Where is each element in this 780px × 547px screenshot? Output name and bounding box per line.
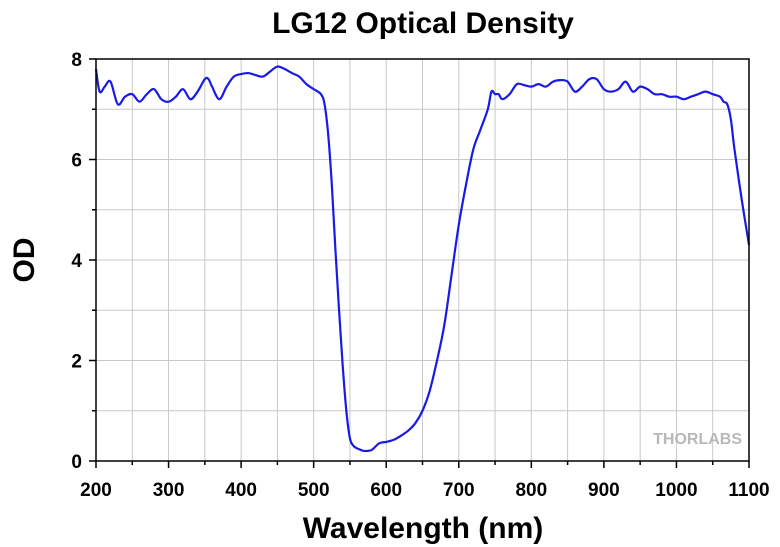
grid: [95, 58, 750, 462]
thorlabs-watermark: THORLABS: [653, 431, 742, 448]
series-line: [94, 65, 751, 453]
y-tick-label: 4: [71, 251, 82, 272]
x-tick-label: 500: [298, 480, 330, 501]
chart-title: LG12 Optical Density: [272, 7, 574, 40]
x-tick-label: 700: [443, 480, 475, 501]
x-axis-label: Wavelength (nm): [303, 512, 544, 545]
plot-frame: [95, 58, 750, 462]
x-tick-label: 900: [588, 480, 620, 501]
x-tick-label: 600: [370, 480, 402, 501]
axis-ticks: [89, 58, 750, 468]
x-tick-label: 300: [153, 480, 185, 501]
x-tick-label: 800: [515, 480, 547, 501]
y-tick-label: 2: [71, 352, 82, 373]
y-tick-label: 0: [71, 452, 82, 473]
tick-labels: 200 300 400 500 600 700 800 900 1000 1100 0 2 4 6 8: [71, 50, 769, 501]
y-tick-label: 8: [71, 50, 82, 71]
y-axis-label: OD: [8, 238, 41, 283]
x-tick-label: 200: [80, 480, 112, 501]
x-tick-label: 1100: [728, 480, 769, 501]
y-tick-label: 6: [71, 151, 82, 172]
x-tick-label: 1000: [655, 480, 697, 501]
x-tick-label: 400: [225, 480, 257, 501]
